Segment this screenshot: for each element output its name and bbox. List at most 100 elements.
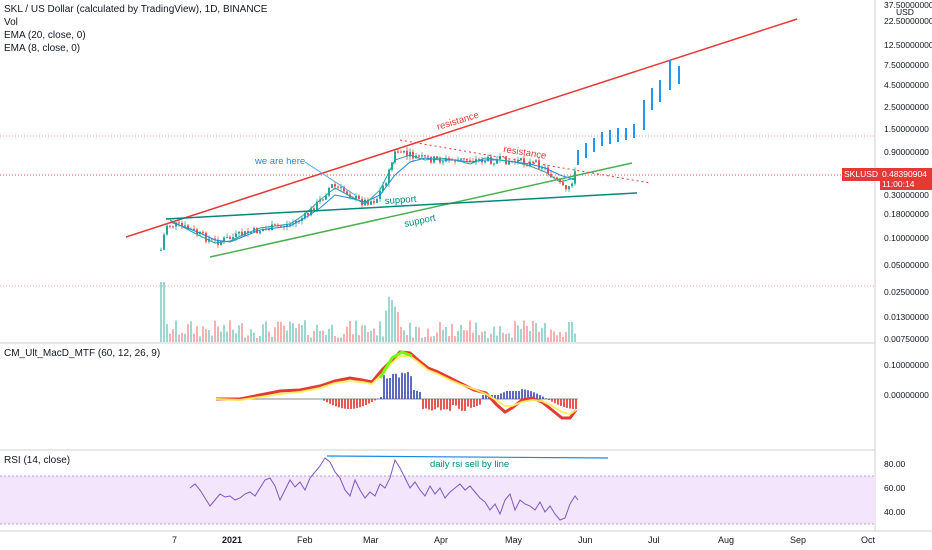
volume-bar [439,321,441,342]
candle-body [403,150,405,153]
volume-bar [322,330,324,342]
macd-hist-bar [368,399,370,404]
volume-bar [460,324,462,342]
ema8-label[interactable]: EMA (8, close, 0) [4,43,81,54]
macd-hist-bar [386,378,388,399]
candle-body [169,225,171,227]
rsi-sell-by-line[interactable] [326,455,609,459]
volume-bar [544,322,546,342]
volume-bar [448,336,450,342]
volume-bar [535,323,537,342]
candle-body [268,228,270,231]
price-tick: 37.50000000 [884,0,932,10]
resistance-channel-line[interactable] [125,18,798,238]
candle-body [193,228,195,230]
volume-bar [529,331,531,342]
macd-hist-bar [473,399,475,407]
volume-bar [199,336,201,342]
support-label-2: support [403,213,437,230]
volume-bar [163,282,165,342]
macd-hist-bar [344,399,346,409]
volume-bar [541,327,543,342]
macd-hist-bar [398,377,400,399]
macd-hist-bar [449,399,451,411]
ema20-label[interactable]: EMA (20, close, 0) [4,30,86,41]
volume-bar [400,326,402,342]
candle-body [418,155,420,157]
vol-indicator-label[interactable]: Vol [4,17,18,28]
macd-hist-bar [359,399,361,408]
candle-body [388,169,390,184]
candle-body [256,227,258,234]
macd-hist-bar [518,391,520,399]
candle-body [346,191,348,195]
volume-bar [379,321,381,342]
volume-bar [496,335,498,342]
volume-bar [295,328,297,342]
candle-body [565,185,567,190]
support-line-horizontal[interactable] [165,192,638,220]
macd-hist-bar [545,398,547,399]
volume-bar [232,329,234,342]
macd-hist-bar [452,399,454,406]
chart-title[interactable]: SKL / US Dollar (calculated by TradingVi… [4,4,268,15]
volume-bar [202,326,204,342]
x-tick: Sep [790,535,806,545]
ema8-line [169,154,576,244]
volume-bar [358,335,360,342]
candle-body [454,159,456,162]
volume-bar [298,323,300,342]
volume-bar [373,328,375,342]
volume-bar [289,321,291,342]
macd-hist-bar [461,399,463,411]
rsi-indicator-label[interactable]: RSI (14, close) [4,455,71,466]
macd-hist-bar [341,399,343,409]
price-tick: 0.05000000 [884,260,929,270]
volume-bar [229,320,231,342]
candle-body [325,195,327,200]
candle-body [292,223,294,225]
macd-hist-bar [566,399,568,408]
candle-body [442,161,444,163]
macd-hist-bar [509,391,511,399]
volume-bar [340,337,342,342]
candle-body [328,187,330,196]
volume-bar [469,320,471,342]
volume-bar [301,325,303,342]
price-tick: 0.90000000 [884,147,929,157]
volume-bar [376,335,378,342]
volume-bar [196,326,198,342]
volume-bar [463,330,465,342]
volume-bar [307,334,309,342]
volume-bar [172,329,174,342]
macd-hist-bar [413,390,415,399]
volume-bar [502,332,504,342]
volume-bar [265,321,267,342]
macd-indicator-label[interactable]: CM_Ult_MacD_MTF (60, 12, 26, 9) [4,348,161,359]
candle-body [556,177,558,180]
candle-body [232,237,234,239]
volume-bar [244,337,246,342]
macd-hist-bar [572,399,574,409]
candle-body [547,167,549,174]
support-channel-line[interactable] [209,162,633,258]
macd-hist-bar [434,399,436,410]
macd-hist-bar [440,399,442,411]
candle-body [382,185,384,192]
price-tick: 0.01300000 [884,312,929,322]
volume-bar [388,296,390,342]
candle-body [229,237,231,239]
candle-body [220,241,222,245]
macd-hist-bar [380,397,382,399]
resistance-dashed-line[interactable] [399,139,651,184]
volume-bar [292,323,294,342]
candle-body [508,161,510,165]
macd-hist-bar [479,399,481,405]
price-tick: 0.00750000 [884,334,929,344]
volume-bar [391,299,393,342]
macd-hist-bar [494,395,496,399]
macd-hist-bar [419,391,421,399]
macd-hist-bar [506,391,508,399]
candle-body [307,212,309,216]
